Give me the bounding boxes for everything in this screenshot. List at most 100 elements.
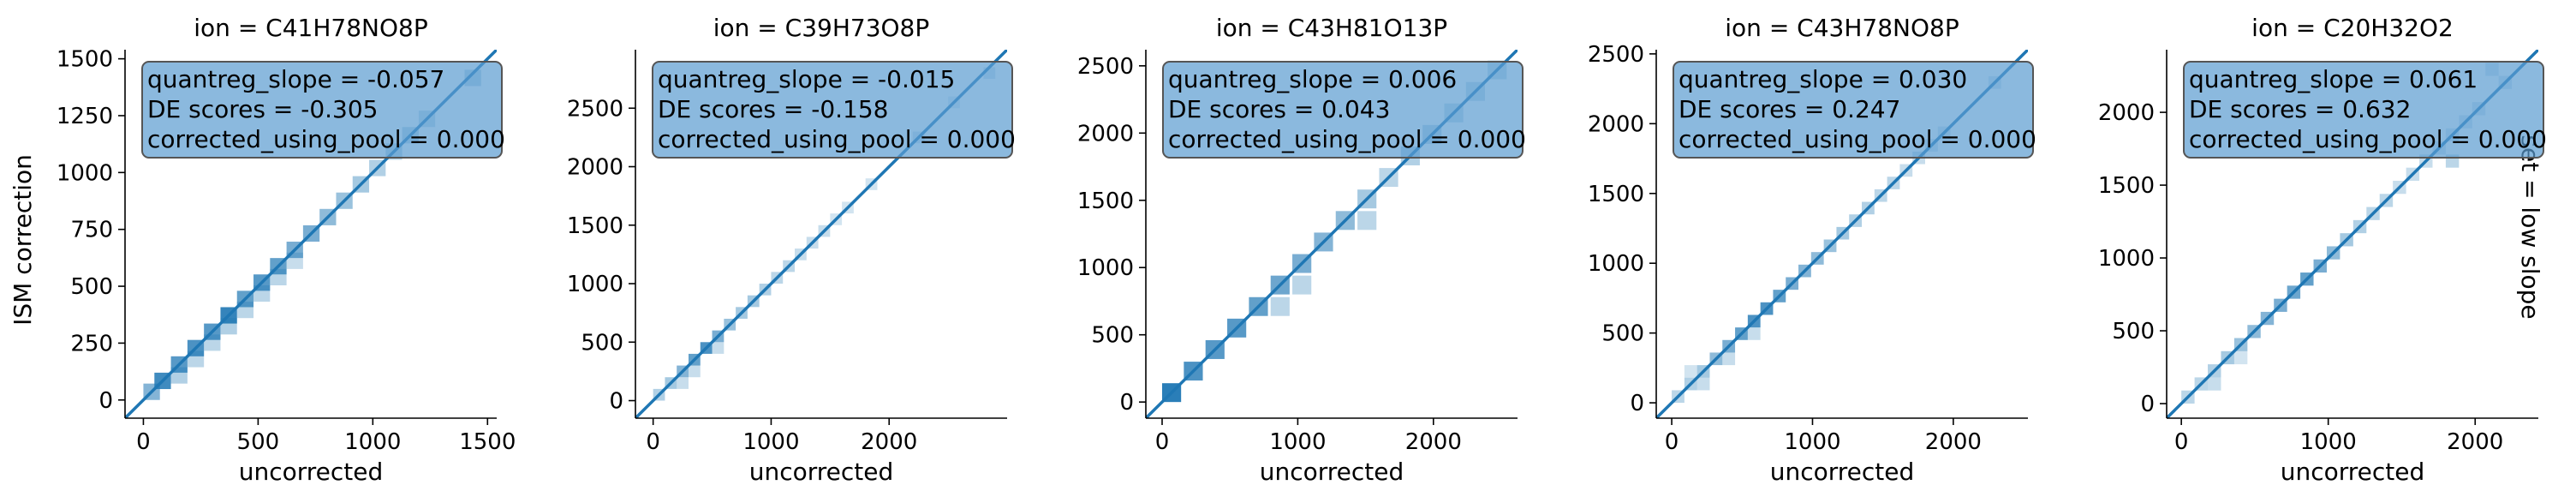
stats-line: quantreg_slope = -0.057 bbox=[147, 65, 444, 93]
x-tick-label: 0 bbox=[136, 429, 151, 455]
x-tick-label: 0 bbox=[2174, 429, 2189, 455]
hist-bin bbox=[2208, 377, 2221, 391]
x-tick-label: 500 bbox=[237, 429, 280, 455]
facet-panel-4: 0 1000 2000 0 500 1000 1500 2000 2500 ion = C43H7… bbox=[1588, 14, 2036, 486]
stats-line: corrected_using_pool = 0.000 bbox=[1168, 125, 1526, 153]
x-tick-label: 1500 bbox=[459, 429, 516, 455]
y-tick-label: 2000 bbox=[567, 155, 623, 181]
y-tick-label: 750 bbox=[70, 218, 113, 243]
y-tick-label: 1000 bbox=[1077, 255, 1134, 281]
hist-bin bbox=[1357, 211, 1377, 231]
facet-panel-5: 0 1000 2000 0 500 1000 1500 2000 ion = C20H32O2 u… bbox=[2098, 14, 2547, 486]
facet-title: ion = C43H81O13P bbox=[1216, 14, 1447, 42]
x-tick-label: 2000 bbox=[861, 429, 917, 455]
y-tick-label: 1000 bbox=[57, 160, 113, 186]
stats-line: corrected_using_pool = 0.000 bbox=[147, 125, 505, 153]
facet-panel-2: 0 1000 2000 0 500 1000 1500 2000 2500 ion = C39H7… bbox=[567, 14, 1016, 486]
hist-bin bbox=[1747, 327, 1761, 340]
x-tick-label: 0 bbox=[1665, 429, 1679, 455]
facet-title: ion = C39H73O8P bbox=[713, 14, 930, 42]
hist-bin bbox=[270, 268, 287, 285]
y-tick-label: 500 bbox=[581, 330, 623, 356]
y-tick-label: 500 bbox=[1601, 321, 1644, 347]
y-tick-label: 2500 bbox=[567, 96, 623, 122]
stats-line: DE scores = 0.632 bbox=[2189, 95, 2411, 123]
y-tick-label: 250 bbox=[70, 331, 113, 356]
stats-line: quantreg_slope = 0.030 bbox=[1679, 65, 1967, 93]
facet-panel-3: 0 1000 2000 0 500 1000 1500 2000 2500 ion = C43H8… bbox=[1077, 14, 1526, 486]
stats-line: corrected_using_pool = 0.000 bbox=[2189, 125, 2547, 153]
y-tick-label: 2000 bbox=[2098, 100, 2155, 126]
facet-panel-1: 0 500 1000 1500 0 250 500 750 1000 1250 1500 ion = … bbox=[57, 14, 516, 486]
stats-box bbox=[1162, 61, 1524, 159]
y-tick-label: 0 bbox=[1630, 391, 1644, 416]
x-axis-label: uncorrected bbox=[239, 458, 384, 486]
stats-box bbox=[1673, 61, 2034, 159]
hist-bin bbox=[712, 342, 724, 354]
y-tick-label: 0 bbox=[2140, 392, 2155, 417]
y-tick-label: 1500 bbox=[567, 213, 623, 239]
y-tick-label: 500 bbox=[2112, 319, 2155, 344]
x-tick-label: 1000 bbox=[1269, 429, 1326, 455]
y-tick-label: 2000 bbox=[1588, 111, 1644, 137]
facet-title: ion = C41H78NO8P bbox=[194, 14, 427, 42]
hist-bin bbox=[204, 334, 221, 351]
x-axis-label: uncorrected bbox=[749, 458, 894, 486]
hist-bin bbox=[2233, 350, 2248, 365]
stats-box bbox=[2183, 61, 2544, 159]
hist-bin bbox=[187, 350, 205, 368]
y-tick-label: 1500 bbox=[2098, 173, 2155, 199]
stats-line: DE scores = 0.043 bbox=[1168, 95, 1390, 123]
y-tick-label: 1500 bbox=[1077, 189, 1134, 214]
x-tick-label: 1000 bbox=[2300, 429, 2357, 455]
y-tick-label: 0 bbox=[609, 389, 623, 415]
y-tick-label: 2500 bbox=[1588, 42, 1644, 68]
x-tick-label: 1000 bbox=[742, 429, 799, 455]
x-tick-label: 2000 bbox=[2447, 429, 2503, 455]
x-axis-label: uncorrected bbox=[1260, 458, 1404, 486]
hist-bin bbox=[220, 318, 237, 335]
hist-bin bbox=[1696, 377, 1710, 391]
y-tick-label: 1500 bbox=[1588, 182, 1644, 207]
stats-line: corrected_using_pool = 0.000 bbox=[1679, 125, 2036, 153]
hist-bin bbox=[236, 302, 254, 319]
stats-line: quantreg_slope = 0.061 bbox=[2189, 65, 2478, 93]
y-tick-label: 500 bbox=[70, 274, 113, 300]
y-tick-label: 2500 bbox=[1077, 54, 1134, 80]
y-tick-label: 1500 bbox=[57, 47, 113, 73]
row-facet-label: set = low slope bbox=[2516, 135, 2544, 319]
stats-line: DE scores = -0.305 bbox=[147, 95, 379, 123]
x-tick-label: 2000 bbox=[1405, 429, 1462, 455]
x-tick-label: 2000 bbox=[1925, 429, 1982, 455]
x-tick-label: 0 bbox=[646, 429, 660, 455]
stats-line: DE scores = -0.158 bbox=[658, 95, 889, 123]
x-tick-label: 0 bbox=[1155, 429, 1170, 455]
facet-title: ion = C20H32O2 bbox=[2251, 14, 2454, 42]
stats-box bbox=[141, 61, 503, 159]
hist-bin bbox=[677, 377, 689, 389]
stats-line: quantreg_slope = 0.006 bbox=[1168, 65, 1457, 93]
hist-bin bbox=[253, 284, 271, 302]
stats-line: quantreg_slope = -0.015 bbox=[658, 65, 955, 93]
y-tick-label: 1000 bbox=[2098, 246, 2155, 272]
y-tick-label: 0 bbox=[98, 388, 113, 414]
y-tick-label: 500 bbox=[1091, 323, 1134, 349]
y-tick-label: 0 bbox=[1119, 390, 1134, 416]
y-tick-label: 2000 bbox=[1077, 121, 1134, 147]
y-tick-label: 1000 bbox=[567, 272, 623, 297]
y-tick-label: 1250 bbox=[57, 104, 113, 129]
hist-bin bbox=[1270, 296, 1290, 316]
stats-line: corrected_using_pool = 0.000 bbox=[658, 125, 1016, 153]
hist-bin bbox=[1722, 352, 1736, 366]
y-tick-label: 1000 bbox=[1588, 251, 1644, 277]
facet-panels: 0 500 1000 1500 0 250 500 750 1000 1250 1500 ion = … bbox=[57, 14, 2547, 486]
x-axis-label: uncorrected bbox=[2281, 458, 2425, 486]
hist-bin bbox=[286, 252, 303, 269]
x-tick-label: 1000 bbox=[1784, 429, 1840, 455]
hist-bin bbox=[689, 365, 701, 378]
hist-bin bbox=[1292, 275, 1312, 295]
x-tick-label: 1000 bbox=[344, 429, 401, 455]
stats-line: DE scores = 0.247 bbox=[1679, 95, 1900, 123]
hist-bin bbox=[1684, 365, 1697, 378]
